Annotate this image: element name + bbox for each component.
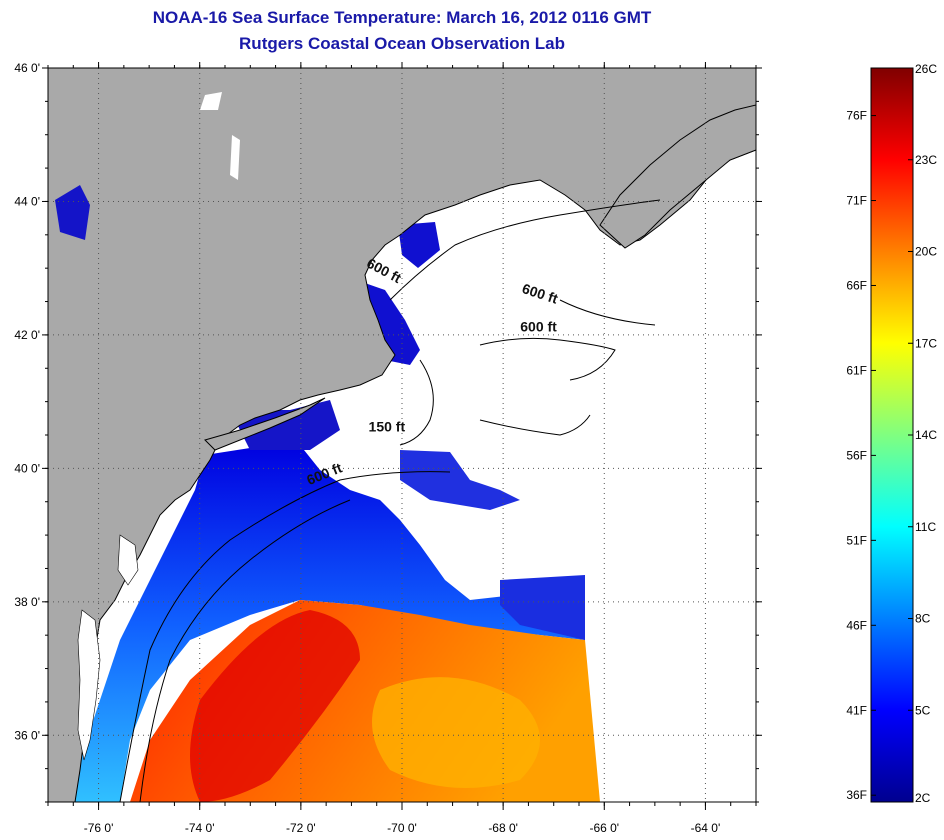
long-island — [204, 397, 326, 451]
fahrenheit-label: 76F — [846, 109, 867, 123]
lat-tick-label: 42 0' — [14, 328, 40, 342]
fahrenheit-label: 56F — [846, 448, 867, 462]
lat-tick-label: 44 0' — [14, 194, 40, 208]
mid-shelf-cold-patch — [500, 575, 585, 640]
warm-eddy — [372, 677, 540, 788]
graticule — [48, 68, 756, 802]
inland-lake — [55, 185, 90, 240]
depth-label: 150 ft — [369, 419, 406, 435]
celsius-label: 20C — [915, 245, 937, 259]
fahrenheit-label: 66F — [846, 278, 867, 292]
celsius-label: 14C — [915, 428, 937, 442]
delaware-bay — [117, 534, 139, 586]
depth-contours — [119, 199, 661, 802]
lon-tick-label: -66 0' — [589, 821, 619, 835]
lon-tick-label: -76 0' — [84, 821, 114, 835]
gulf-stream-core — [190, 610, 360, 802]
cold-shelf-water — [70, 445, 585, 802]
temperature-colorbar: 26C 23C 20C 17C 14C 11C 8C 5C 2C 76F 71F 66F 61F 56F 5… — [846, 62, 937, 805]
lon-tick-label: -70 0' — [387, 821, 417, 835]
lon-tick-label: -74 0' — [185, 821, 215, 835]
celsius-label: 8C — [915, 612, 931, 626]
lat-tick-label: 36 0' — [14, 728, 40, 742]
georges-bank-cold-patch — [400, 450, 520, 510]
lon-tick-label: -72 0' — [286, 821, 316, 835]
celsius-label: 11C — [915, 520, 936, 534]
celsius-label: 23C — [915, 153, 937, 167]
fahrenheit-label: 51F — [846, 533, 867, 547]
chesapeake-bay — [77, 609, 101, 761]
celsius-label: 5C — [915, 703, 931, 717]
fahrenheit-label: 36F — [846, 788, 867, 802]
map-subtitle: Rutgers Coastal Ocean Observation Lab — [239, 34, 565, 53]
lon-tick-label: -64 0' — [691, 821, 721, 835]
colorbar-gradient — [870, 67, 914, 803]
depth-label: 600 ft — [520, 319, 557, 335]
fahrenheit-label: 71F — [846, 194, 867, 208]
land-mass — [48, 68, 756, 802]
nova-scotia — [599, 104, 756, 249]
fahrenheit-label: 61F — [846, 363, 867, 377]
lat-tick-label: 46 0' — [14, 61, 40, 75]
lon-tick-label: -68 0' — [488, 821, 518, 835]
map-frame — [47, 67, 757, 803]
celsius-label: 17C — [915, 336, 937, 350]
fahrenheit-label: 46F — [846, 618, 867, 632]
celsius-label: 2C — [915, 791, 931, 805]
map-title: NOAA-16 Sea Surface Temperature: March 1… — [152, 8, 652, 27]
celsius-label: 26C — [915, 62, 937, 76]
lat-tick-label: 38 0' — [14, 595, 40, 609]
lat-tick-label: 40 0' — [14, 461, 40, 475]
fahrenheit-label: 41F — [846, 703, 867, 717]
inland-lake — [230, 135, 240, 180]
inland-lake — [200, 92, 222, 110]
maine-coast-cold-patch — [398, 222, 440, 268]
